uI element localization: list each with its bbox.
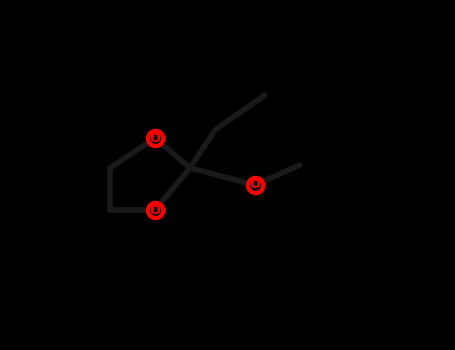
Text: O: O [250,178,260,191]
Text: O: O [150,132,160,145]
Text: O: O [150,203,160,217]
